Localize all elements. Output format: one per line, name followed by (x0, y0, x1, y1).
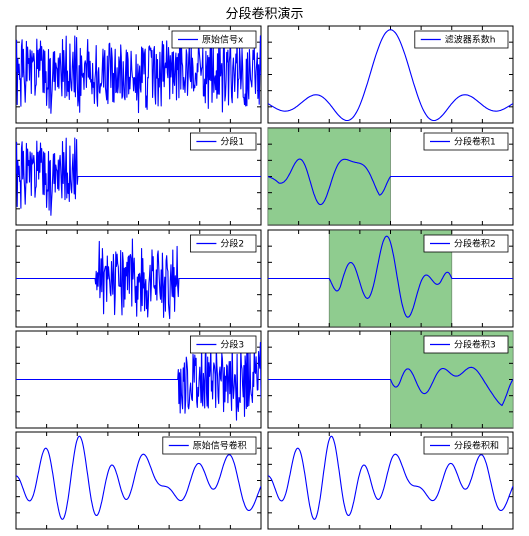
series-line (268, 435, 513, 520)
legend: 分段3 (189, 335, 257, 354)
subplot-2: 滤波器系数h (267, 25, 514, 124)
legend: 分段2 (189, 234, 257, 253)
ticks (16, 230, 261, 327)
ticks (268, 26, 513, 123)
legend-label: 分段卷积2 (454, 238, 496, 250)
series-line (268, 158, 513, 206)
subplot-1: 原始信号x (15, 25, 262, 124)
legend-label: 分段卷积3 (454, 339, 496, 351)
ticks (16, 432, 261, 529)
series-line (268, 29, 513, 122)
subplot-3: 分段1 (15, 127, 262, 226)
legend-label: 原始信号卷积 (193, 440, 247, 452)
segment-window (267, 128, 391, 225)
series-line (16, 137, 261, 216)
ticks (268, 432, 513, 529)
subplot-10: 分段卷积和 (267, 431, 514, 530)
ticks (16, 331, 261, 428)
series-line (16, 435, 261, 520)
legend: 滤波器系数h (414, 30, 509, 49)
series-line (268, 235, 513, 318)
subplot-9: 原始信号卷积 (15, 431, 262, 530)
series-line (16, 238, 261, 320)
legend-label: 分段卷积1 (454, 136, 496, 148)
legend-label: 滤波器系数h (445, 34, 496, 46)
legend-label: 分段卷积和 (454, 440, 499, 452)
legend-label: 原始信号x (202, 34, 244, 46)
legend-label: 分段2 (220, 238, 244, 250)
legend: 分段卷积1 (423, 132, 509, 151)
subplot-6: 分段卷积2 (267, 229, 514, 328)
subplot-4: 分段卷积1 (267, 127, 514, 226)
figure-title: 分段卷积演示 (225, 7, 304, 22)
ticks (268, 128, 513, 225)
subplot-8: 分段卷积3 (267, 330, 514, 429)
subplot-5: 分段2 (15, 229, 262, 328)
legend-label: 分段1 (220, 136, 244, 148)
legend: 分段1 (189, 132, 257, 151)
subplot-7: 分段3 (15, 330, 262, 429)
series-line (268, 366, 513, 407)
legend: 分段卷积和 (423, 436, 509, 455)
legend: 分段卷积2 (423, 234, 509, 253)
series-line (16, 337, 261, 421)
series-line (16, 34, 261, 114)
legend: 分段卷积3 (423, 335, 509, 354)
legend: 原始信号卷积 (162, 436, 257, 455)
legend: 原始信号x (171, 30, 257, 49)
legend-label: 分段3 (220, 339, 244, 351)
